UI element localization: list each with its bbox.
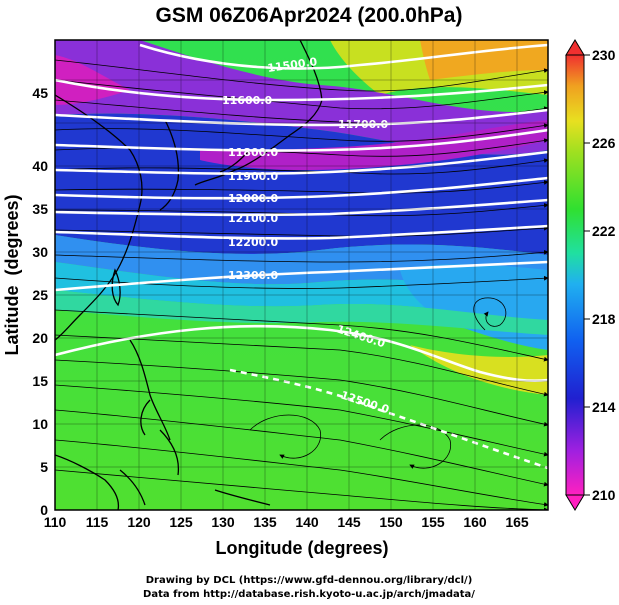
coastline-borneo-indonesia	[55, 454, 146, 510]
field-band-orange-north	[420, 40, 548, 80]
coastline-philippines	[129, 339, 180, 476]
x-axis: 110 115 120 125 130 135 140 145 150 155 …	[44, 514, 529, 530]
y-tick-label: 35	[32, 201, 48, 217]
coastline-korea	[159, 119, 180, 211]
contour-label: 11900.0	[228, 170, 278, 183]
x-tick-label: 155	[421, 514, 445, 530]
map-title: GSM 06Z06Apr2024 (200.0hPa)	[156, 4, 463, 27]
x-tick-label: 120	[127, 514, 151, 530]
x-tick-label: 110	[44, 514, 67, 530]
x-tick-label: 160	[463, 514, 487, 530]
contour-label: 12100.0	[228, 212, 278, 225]
y-tick-label: 10	[32, 416, 48, 432]
y-tick-label: 5	[40, 459, 48, 475]
colorbar-tick-label: 210	[592, 487, 616, 503]
x-tick-label: 150	[379, 514, 403, 530]
x-tick-label: 125	[169, 514, 193, 530]
x-tick-label: 165	[505, 514, 529, 530]
y-tick-label: 20	[32, 330, 48, 346]
colorbar-gradient	[565, 54, 585, 496]
plot-frame	[54, 39, 549, 511]
x-tick-label: 140	[295, 514, 319, 530]
contour-label: 12200.0	[228, 236, 278, 249]
contour-label: 11600.0	[222, 94, 272, 107]
colorbar-min-arrow	[565, 494, 585, 511]
contour-label: 12000.0	[228, 192, 278, 205]
colorbar: 230 226 222 218 214 210	[565, 39, 616, 511]
coastline-taiwan	[111, 268, 121, 307]
x-axis-label: Longitude (degrees)	[215, 538, 388, 558]
credit-data: Data from http://database.rish.kyoto-u.a…	[143, 589, 475, 600]
map-grid	[55, 40, 548, 510]
contour-labels: 11500.0 11600.0 11700.0 11800.0 11900.0 …	[222, 55, 391, 416]
x-tick-label: 130	[211, 514, 235, 530]
contour-label: 12300.0	[228, 269, 278, 282]
field-band-teal	[55, 290, 548, 335]
field-band-purple-north	[55, 40, 548, 155]
colorbar-tick-label: 214	[592, 399, 616, 415]
x-tick-label: 115	[86, 514, 109, 530]
y-tick-label: 0	[40, 502, 48, 518]
y-axis: 0 5 10 15 20 25 30 35 40 45	[32, 85, 48, 518]
colorbar-tick-label: 226	[592, 135, 616, 151]
colorbar-max-arrow	[565, 39, 585, 56]
y-tick-label: 25	[32, 287, 48, 303]
colorbar-tick-label: 222	[592, 223, 616, 239]
field-band-magenta-core	[200, 120, 548, 170]
height-contours	[55, 43, 548, 470]
y-axis-label: Latitude (degrees)	[2, 194, 22, 355]
credit-drawing: Drawing by DCL (https://www.gfd-dennou.o…	[146, 575, 473, 586]
y-tick-label: 30	[32, 244, 48, 260]
y-tick-label: 15	[32, 373, 48, 389]
colorbar-tick-label: 218	[592, 311, 616, 327]
field-band-yellow-east	[410, 345, 548, 395]
plot-area	[55, 40, 548, 510]
x-tick-label: 135	[253, 514, 277, 530]
contour-label: 11800.0	[228, 146, 278, 159]
contour-label: 11700.0	[338, 118, 388, 131]
y-tick-label: 45	[32, 85, 48, 101]
colorbar-tick-label: 230	[592, 47, 616, 63]
y-tick-label: 40	[32, 158, 48, 174]
x-tick-label: 145	[337, 514, 361, 530]
